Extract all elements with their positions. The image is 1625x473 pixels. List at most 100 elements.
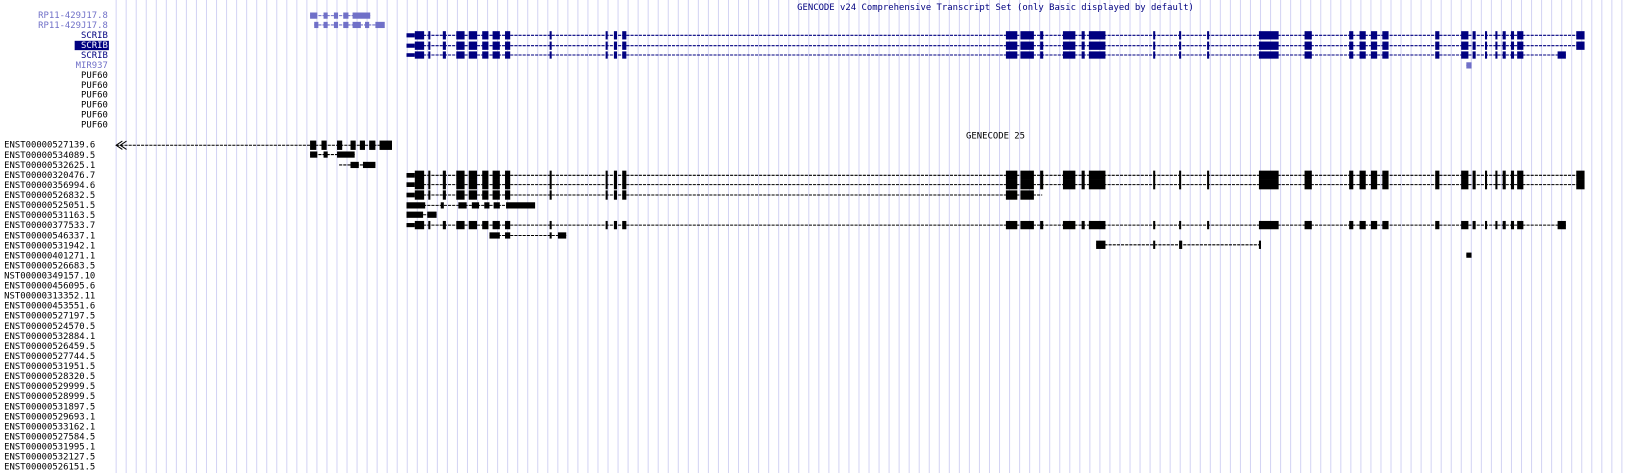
- transcript[interactable]: [406, 190, 1043, 200]
- exon: [1435, 170, 1440, 180]
- track-label[interactable]: ENST00000525051.5: [4, 201, 95, 211]
- exon: [1485, 41, 1488, 50]
- track-label[interactable]: RP11-429J17.8: [38, 21, 108, 31]
- track-label[interactable]: ENST00000456095.6: [4, 282, 95, 292]
- exon: [505, 179, 511, 190]
- track-label[interactable]: RP11-429J17.8: [38, 11, 108, 21]
- track-label[interactable]: ENST00000529999.5: [4, 382, 95, 392]
- track-label[interactable]: ENST00000527584.5: [4, 432, 95, 442]
- exon: [557, 232, 567, 239]
- track-label[interactable]: PUF60: [81, 81, 108, 91]
- track-label[interactable]: ENST00000320476.7: [4, 171, 95, 181]
- track-label[interactable]: PUF60: [81, 71, 108, 81]
- exon: [1040, 220, 1044, 230]
- transcript[interactable]: [310, 151, 355, 158]
- exon: [1304, 41, 1312, 50]
- exon: [310, 151, 318, 158]
- track-label[interactable]: ENST00000531995.1: [4, 443, 95, 453]
- exon: [1179, 220, 1182, 230]
- transcript[interactable]: [406, 179, 1585, 190]
- track-label[interactable]: ENST00000528320.5: [4, 372, 95, 382]
- exon: [1088, 41, 1106, 50]
- track-label[interactable]: NST00000349157.10: [4, 272, 95, 282]
- track-label[interactable]: ENST00000532884.1: [4, 332, 95, 342]
- exon: [605, 51, 608, 59]
- track-label[interactable]: PUF60: [81, 91, 108, 101]
- track-label[interactable]: SCRIB: [81, 31, 108, 41]
- track-label[interactable]: ENST00000528999.5: [4, 392, 95, 402]
- track-label[interactable]: ENST00000526683.5: [4, 261, 95, 271]
- track-label[interactable]: ENST00000534089.5: [4, 151, 95, 161]
- exon: [1020, 220, 1034, 230]
- exon: [1557, 220, 1566, 230]
- exon: [1576, 179, 1585, 190]
- track-label[interactable]: ENST00000533162.1: [4, 422, 95, 432]
- track-label[interactable]: PUF60: [81, 101, 108, 111]
- track-label[interactable]: ENST00000532625.1: [4, 161, 95, 171]
- transcript[interactable]: [406, 170, 1585, 180]
- exon: [505, 41, 511, 50]
- exon: [1576, 31, 1585, 40]
- transcript[interactable]: [406, 220, 1566, 230]
- transcript[interactable]: [310, 12, 371, 19]
- exon: [379, 140, 392, 150]
- exon: [442, 31, 446, 40]
- track-label[interactable]: SCRIB: [81, 51, 108, 61]
- track-label[interactable]: ENST00000527139.6: [4, 141, 95, 151]
- track-label[interactable]: ENST00000546337.1: [4, 231, 95, 241]
- exon: [471, 202, 480, 209]
- track-label[interactable]: ENST00000356994.6: [4, 181, 95, 191]
- exon: [1510, 179, 1515, 190]
- transcript[interactable]: [116, 140, 392, 150]
- track-label[interactable]: ENST00000526832.5: [4, 191, 95, 201]
- transcript[interactable]: [406, 211, 437, 218]
- transcript[interactable]: [1096, 240, 1262, 249]
- track-label[interactable]: PUF60: [81, 111, 108, 121]
- exon: [442, 170, 446, 180]
- track-label[interactable]: MIR937: [76, 61, 108, 71]
- exon: [1495, 179, 1498, 190]
- track-label[interactable]: ENST00000526151.5: [4, 463, 95, 473]
- transcript[interactable]: [1466, 252, 1472, 258]
- transcript[interactable]: [314, 21, 385, 29]
- exon: [1062, 220, 1076, 230]
- transcript[interactable]: [406, 31, 1585, 40]
- track-label[interactable]: ENST00000527197.5: [4, 312, 95, 322]
- exon: [1304, 31, 1312, 40]
- exon: [442, 41, 446, 50]
- exon: [1495, 220, 1498, 230]
- exon: [343, 21, 349, 29]
- transcript[interactable]: [339, 161, 376, 169]
- exon: [1502, 31, 1506, 40]
- track-label[interactable]: ENST00000529693.1: [4, 412, 95, 422]
- track-label[interactable]: ENST00000377533.7: [4, 221, 95, 231]
- transcript[interactable]: [406, 41, 1585, 50]
- track-label[interactable]: ENST00000531163.5: [4, 211, 95, 221]
- track-label[interactable]: ENST00000532127.5: [4, 453, 95, 463]
- track-label[interactable]: PUF60: [81, 121, 108, 131]
- track-label[interactable]: ENST00000453551.6: [4, 302, 95, 312]
- exon: [406, 172, 415, 178]
- exon: [428, 41, 431, 50]
- exon: [428, 170, 431, 180]
- exon: [613, 31, 618, 40]
- exon: [1461, 179, 1469, 190]
- exon: [1179, 240, 1183, 249]
- track-label[interactable]: ENST00000401271.1: [4, 251, 95, 261]
- track-label[interactable]: ENST00000527744.5: [4, 352, 95, 362]
- transcript[interactable]: [406, 51, 1566, 59]
- track-label[interactable]: NST00000313352.11: [4, 292, 95, 302]
- exon: [1349, 31, 1354, 40]
- track-label[interactable]: ENST00000531942.1: [4, 241, 95, 251]
- exon: [323, 12, 328, 19]
- transcript[interactable]: [1466, 62, 1472, 69]
- exon: [1359, 41, 1366, 50]
- track-label[interactable]: ENST00000524570.5: [4, 322, 95, 332]
- track-label[interactable]: ENST00000531951.5: [4, 362, 95, 372]
- track-label[interactable]: ENST00000526459.5: [4, 342, 95, 352]
- exon: [1502, 220, 1506, 230]
- track-label[interactable]: SCRIB: [81, 41, 108, 51]
- transcript[interactable]: [406, 202, 536, 209]
- track-label[interactable]: ENST00000531897.5: [4, 402, 95, 412]
- transcript[interactable]: [489, 232, 567, 239]
